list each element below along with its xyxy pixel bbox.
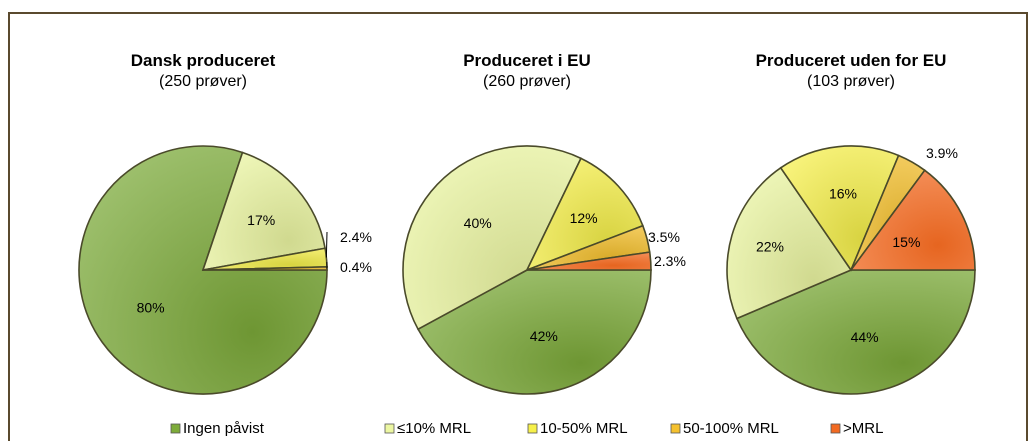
- pie-slice-ingen-p-vist: [416, 269, 652, 395]
- pies-group: Dansk produceret (250 prøver) 80% 17% 2.4% 0.…: [78, 51, 976, 395]
- pie-title: Produceret i EU: [463, 51, 591, 70]
- legend-item-10-mrl: ≤10% MRL: [384, 420, 471, 437]
- pie-slice-10-mrl: [726, 166, 853, 320]
- pie-chart-produceret-i-eu: Produceret i EU (260 prøver) 42% 40% 12% 3.5%…: [402, 51, 686, 395]
- slice-label-10-50-mrl: 2.4%: [340, 229, 372, 245]
- legend-swatch: [170, 423, 181, 434]
- pie-title: Produceret uden for EU: [756, 51, 947, 70]
- legend-label: >MRL: [843, 420, 883, 437]
- slice-label-10-50-mrl: 16%: [829, 186, 857, 202]
- pie-slice-10-50-mrl: [779, 145, 900, 272]
- slice-label-10-mrl: 40%: [464, 215, 492, 231]
- slice-label-mrl: 2.3%: [654, 253, 686, 269]
- slice-label-10-50-mrl: 12%: [570, 210, 598, 226]
- pie-slice-10-mrl: [402, 145, 583, 331]
- slice-label-ingen-p-vist: 42%: [530, 328, 558, 344]
- legend-item-50-100-mrl: 50-100% MRL: [670, 420, 779, 437]
- legend-swatch: [527, 423, 538, 434]
- pie-subtitle: (260 prøver): [483, 73, 571, 90]
- label-leader-line: [325, 231, 328, 258]
- slice-label-ingen-p-vist: 44%: [851, 329, 879, 345]
- pie-chart-produceret-uden-for-eu: Produceret uden for EU (103 prøver) 44% 22%…: [726, 51, 976, 395]
- legend: Ingen påvist ≤10% MRL 10-50% MRL 50-100% MR…: [170, 420, 883, 437]
- slice-label-mrl: 15%: [892, 234, 920, 250]
- pie-slice-ingen-p-vist: [735, 269, 976, 395]
- legend-item-ingen-p-vist: Ingen påvist: [170, 420, 265, 437]
- pie-title: Dansk produceret: [131, 51, 276, 70]
- pie-slice-mrl: [849, 169, 976, 271]
- pie-slice-mrl: [526, 251, 652, 271]
- pie-subtitle: (103 prøver): [807, 73, 895, 90]
- legend-label: 10-50% MRL: [540, 420, 628, 437]
- pie-slice-10-50-mrl: [525, 157, 644, 272]
- legend-item-mrl: >MRL: [830, 420, 883, 437]
- legend-swatch: [830, 423, 841, 434]
- pie-slice-10-mrl: [201, 151, 327, 272]
- slice-label-ingen-p-vist: 80%: [137, 300, 165, 316]
- legend-label: Ingen påvist: [183, 420, 265, 437]
- slice-label-50-100-mrl: 0.4%: [340, 259, 372, 275]
- slice-label-50-100-mrl: 3.9%: [926, 145, 958, 161]
- legend-swatch: [384, 423, 395, 434]
- legend-label: ≤10% MRL: [397, 420, 471, 437]
- slice-label-50-100-mrl: 3.5%: [648, 229, 680, 245]
- legend-swatch: [670, 423, 681, 434]
- pie-subtitle: (250 prøver): [159, 73, 247, 90]
- pie-chart-dansk-produceret: Dansk produceret (250 prøver) 80% 17% 2.4% 0.…: [78, 51, 372, 395]
- legend-item-10-50-mrl: 10-50% MRL: [527, 420, 628, 437]
- slice-label-10-mrl: 22%: [756, 238, 784, 254]
- slice-label-10-mrl: 17%: [247, 212, 275, 228]
- legend-label: 50-100% MRL: [683, 420, 779, 437]
